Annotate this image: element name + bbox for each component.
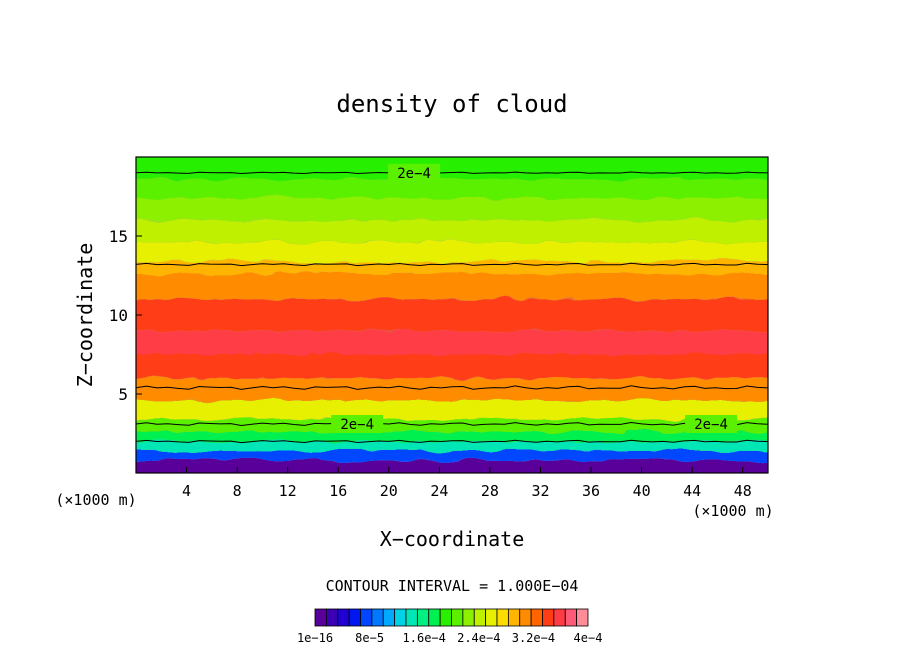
x-axis-label: X−coordinate: [380, 527, 525, 551]
contour-label-bg: [685, 415, 738, 434]
contour-bands: [136, 157, 768, 473]
colorbar-tick-label: 2.4e−4: [457, 631, 500, 645]
contour-band: [136, 431, 768, 442]
colorbar-swatch: [519, 608, 532, 627]
colorbar-swatch: [325, 608, 339, 627]
contour-band: [136, 378, 768, 401]
y-tick-label: 15: [109, 227, 128, 246]
colorbar-swatch: [337, 608, 350, 627]
contour-band: [136, 220, 768, 243]
contour-band: [136, 242, 768, 262]
contour-band: [136, 419, 768, 432]
colorbar-swatch: [507, 608, 521, 627]
contour-line: [136, 421, 768, 427]
contour-band: [136, 400, 768, 420]
x-tick-label: 28: [481, 482, 499, 500]
colorbar-swatch: [405, 608, 418, 627]
colorbar-tick-label: 1e−16: [297, 631, 333, 645]
colorbar-labels: 1e−16 8e−5 1.6e−4 2.4e−4 3.2e−4 4e−4: [297, 631, 603, 645]
colorbar: [314, 608, 589, 627]
contour-band: [136, 261, 768, 274]
x-tick-label: 24: [430, 482, 448, 500]
contour-label: 2e−4: [340, 417, 374, 433]
contour-label-bg: [388, 163, 441, 182]
contour-band: [136, 157, 768, 180]
x-tick-label: 12: [279, 482, 297, 500]
contour-band: [136, 330, 768, 355]
x-tick-label: 8: [233, 482, 242, 500]
x-axis-unit: (×1000 m): [692, 502, 773, 520]
contour-band: [136, 460, 768, 473]
colorbar-swatch: [314, 608, 327, 627]
x-tick-label: 48: [734, 482, 752, 500]
colorbar-swatch: [462, 608, 475, 627]
contour-label: 2e−4: [694, 417, 728, 433]
contour-lines: [136, 171, 768, 444]
x-tick-label: 40: [633, 482, 651, 500]
contour-interval-text: CONTOUR INTERVAL = 1.000E−04: [326, 577, 579, 595]
contour-band: [136, 198, 768, 221]
chart-title: density of cloud: [336, 90, 567, 118]
colorbar-swatch: [394, 608, 407, 627]
colorbar-swatch: [451, 608, 464, 627]
contour-band: [136, 179, 768, 199]
y-tick-label: 5: [118, 385, 128, 404]
colorbar-swatch: [576, 608, 589, 627]
x-tick-label: 36: [582, 482, 600, 500]
contour-label: 2e−4: [397, 166, 431, 182]
contour-line: [136, 262, 768, 267]
colorbar-swatch: [496, 608, 509, 627]
colorbar-swatch: [416, 608, 430, 627]
x-tick-label: 16: [329, 482, 347, 500]
y-tick-label: 10: [109, 306, 128, 325]
y-axis-label: Z−coordinate: [73, 243, 97, 388]
x-tick-label: 32: [531, 482, 549, 500]
y-axis-ticks: 5 10 15: [109, 227, 142, 404]
colorbar-tick-label: 8e−5: [355, 631, 384, 645]
colorbar-swatch: [428, 608, 441, 627]
colorbar-tick-label: 1.6e−4: [403, 631, 446, 645]
contour-band: [136, 441, 768, 451]
contour-labels: 2e−4 2e−4 2e−4: [331, 163, 738, 434]
colorbar-swatch: [564, 608, 578, 627]
contour-line: [136, 385, 768, 390]
contour-band: [136, 273, 768, 300]
y-axis-unit: (×1000 m): [55, 491, 136, 509]
contour-label-bg: [331, 415, 384, 434]
x-tick-label: 44: [683, 482, 701, 500]
colorbar-swatch: [542, 608, 555, 627]
contour-band: [136, 299, 768, 331]
colorbar-tick-label: 4e−4: [574, 631, 603, 645]
contour-band: [136, 450, 768, 461]
x-axis-ticks: 4 8 12 16 20 24 28 32 36 40 44 48: [182, 467, 752, 500]
x-tick-label: 20: [380, 482, 398, 500]
contour-band: [136, 354, 768, 379]
colorbar-swatch: [530, 608, 543, 627]
colorbar-swatch: [485, 608, 498, 627]
colorbar-swatch: [348, 608, 361, 627]
colorbar-swatch: [473, 608, 487, 627]
colorbar-swatch: [553, 608, 566, 627]
colorbar-tick-label: 3.2e−4: [512, 631, 555, 645]
colorbar-swatch: [439, 608, 452, 627]
contour-line: [136, 171, 768, 175]
colorbar-swatch: [382, 608, 396, 627]
colorbar-swatch: [371, 608, 384, 627]
plot-area: [136, 157, 768, 473]
contour-line: [136, 439, 768, 444]
x-tick-label: 4: [182, 482, 191, 500]
colorbar-swatch: [360, 608, 373, 627]
